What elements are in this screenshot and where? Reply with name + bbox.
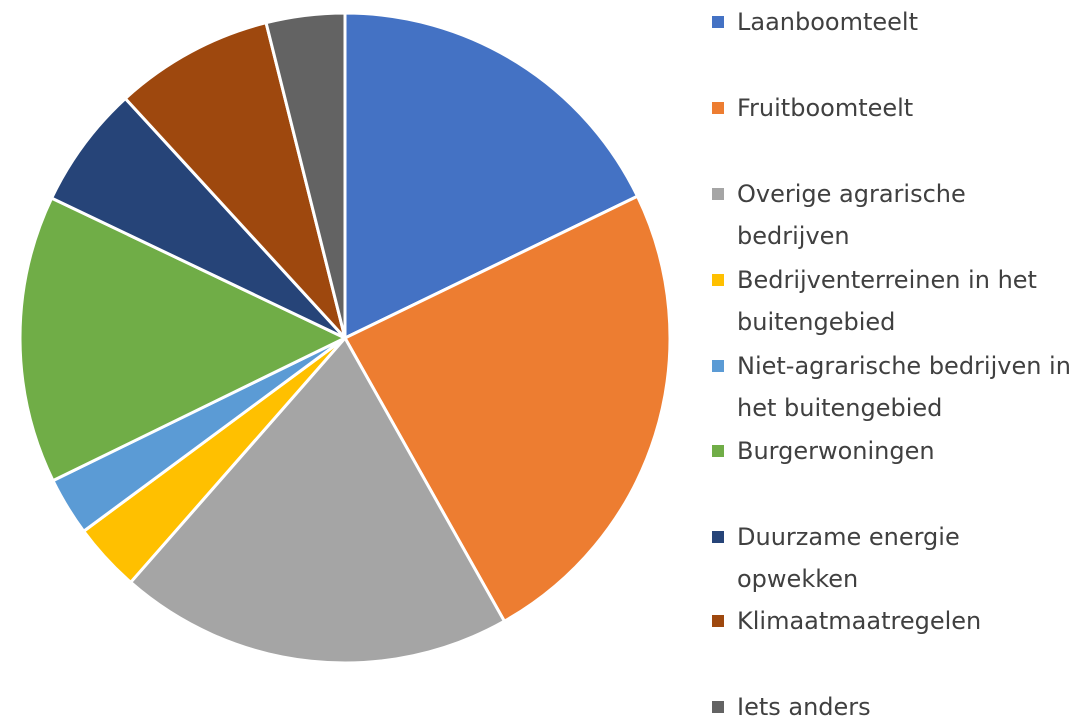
legend-swatch — [712, 360, 724, 372]
pie-slice — [264, 11, 347, 340]
legend-swatch — [712, 16, 724, 28]
pie-slice — [18, 196, 347, 483]
legend-label: Niet-agrarische bedrijven in het buiteng… — [737, 352, 1071, 422]
legend-item: Laanboomteelt — [712, 1, 1082, 43]
legend-label: Duurzame energie opwekken — [737, 523, 960, 593]
legend-swatch — [712, 188, 724, 200]
legend-item: Overige agrarische bedrijven — [712, 173, 1082, 257]
legend-label: Bedrijventerreinen in het buitengebied — [737, 266, 1037, 336]
legend-item: Bedrijventerreinen in het buitengebied — [712, 259, 1082, 343]
chart — [18, 11, 672, 665]
legend-label: Klimaatmaatregelen — [737, 607, 982, 635]
pie-slice — [343, 11, 639, 340]
legend-item: Duurzame energie opwekken — [712, 516, 1082, 600]
legend-label: Burgerwoningen — [737, 437, 935, 465]
legend-item: Burgerwoningen — [712, 430, 1082, 472]
pie-slice — [129, 336, 506, 665]
legend-label: Fruitboomteelt — [737, 94, 914, 122]
legend-swatch — [712, 531, 724, 543]
legend-item: Fruitboomteelt — [712, 87, 1082, 129]
legend-swatch — [712, 274, 724, 286]
legend-item: Klimaatmaatregelen — [712, 600, 1082, 642]
pie-slice — [343, 194, 672, 623]
pie-slice — [123, 21, 347, 340]
pie-slice — [50, 96, 347, 340]
legend-item: Niet-agrarische bedrijven in het buiteng… — [712, 345, 1082, 429]
legend-swatch — [712, 102, 724, 114]
legend-item: Iets anders — [712, 686, 1082, 728]
legend-swatch — [712, 445, 724, 457]
legend-swatch — [712, 615, 724, 627]
legend-label: Laanboomteelt — [737, 8, 918, 36]
legend-label: Overige agrarische bedrijven — [737, 180, 966, 250]
legend-label: Iets anders — [737, 693, 871, 721]
legend-swatch — [712, 701, 724, 713]
